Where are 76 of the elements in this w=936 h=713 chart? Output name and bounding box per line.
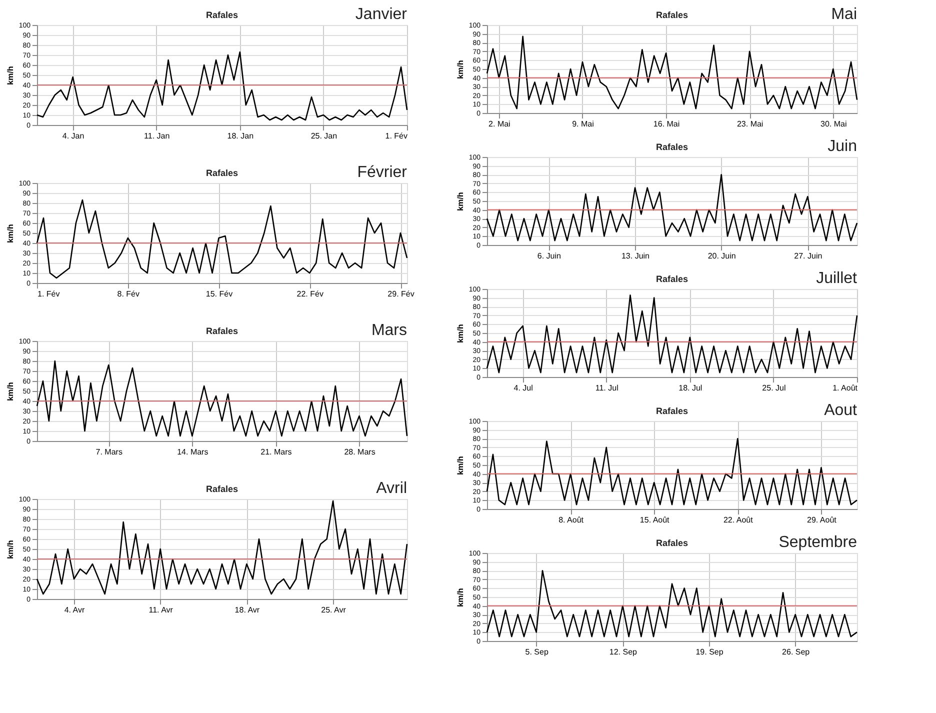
text: Juillet bbox=[816, 270, 858, 287]
x-tick-label: 28. Mars bbox=[344, 448, 376, 456]
x-tick-label: 1. Août bbox=[832, 384, 858, 392]
text: Mai bbox=[831, 6, 857, 23]
chart-title: Rafales bbox=[206, 484, 238, 494]
x-tick-label: 12. Sep bbox=[609, 648, 638, 656]
x-tick-label: 7. Mars bbox=[96, 448, 122, 456]
x-tick-label: 5. Sep bbox=[525, 648, 549, 656]
x-tick-label: 1. Fév bbox=[385, 132, 408, 140]
x-tick-label: 8. Fév bbox=[117, 290, 140, 298]
x-tick-label: 27. Juin bbox=[794, 252, 822, 260]
text: Juin bbox=[828, 138, 857, 155]
line-series bbox=[36, 360, 408, 437]
chart-title: Rafales bbox=[656, 538, 688, 548]
x-tick-label: 18. Jul bbox=[678, 384, 702, 392]
x-tick-label: 1. Fév bbox=[38, 290, 60, 298]
text: Septembre bbox=[778, 534, 858, 551]
y-axis-title: km/h bbox=[456, 456, 465, 475]
text: Mars bbox=[371, 322, 407, 339]
x-tick-label: 4. Jan bbox=[62, 132, 84, 140]
x-tick-label: 30. Mai bbox=[820, 120, 847, 128]
chart-title: Rafales bbox=[206, 10, 238, 20]
x-tick-label: 14. Mars bbox=[177, 448, 208, 456]
y-axis-title: km/h bbox=[456, 192, 465, 211]
x-tick-label: 18. Avr bbox=[234, 606, 260, 614]
line-series bbox=[486, 36, 858, 110]
x-tick-label: 18. Jan bbox=[227, 132, 254, 140]
chart-title: Rafales bbox=[206, 326, 238, 336]
line-series bbox=[486, 570, 858, 638]
line-series bbox=[486, 174, 858, 242]
y-axis-title: km/h bbox=[6, 540, 15, 559]
text: Février bbox=[357, 164, 408, 181]
chart-title: Rafales bbox=[206, 168, 238, 178]
x-tick-label: 8. Août bbox=[558, 516, 584, 524]
y-axis-title: km/h bbox=[456, 60, 465, 79]
x-tick-label: 11. Jul bbox=[595, 384, 619, 392]
text: Aout bbox=[824, 402, 858, 419]
y-axis-title: km/h bbox=[6, 66, 15, 85]
x-tick-label: 9. Mai bbox=[572, 120, 594, 128]
x-tick-label: 29. Fév bbox=[388, 290, 414, 298]
y-axis-title: km/h bbox=[456, 324, 465, 343]
text: Avril bbox=[376, 480, 407, 497]
line-series bbox=[486, 294, 858, 374]
line-series bbox=[36, 199, 408, 279]
x-tick-label: 22. Fév bbox=[296, 290, 324, 298]
x-tick-label: 25. Jul bbox=[762, 384, 786, 392]
x-tick-label: 15. Fév bbox=[206, 290, 233, 298]
line-series bbox=[486, 438, 858, 506]
y-axis-title: km/h bbox=[6, 224, 15, 243]
line-series bbox=[36, 51, 408, 121]
line-series bbox=[36, 500, 408, 595]
text: Janvier bbox=[355, 6, 408, 23]
x-tick-label: 2. Mai bbox=[488, 120, 511, 128]
x-tick-label: 29. Août bbox=[807, 516, 838, 524]
x-tick-label: 23. Mai bbox=[736, 120, 764, 128]
x-tick-label: 11. Avr bbox=[148, 606, 174, 614]
x-tick-label: 11. Jan bbox=[144, 132, 170, 140]
x-tick-label: 19. Sep bbox=[696, 648, 724, 656]
x-tick-label: 20. Juin bbox=[708, 252, 736, 260]
x-tick-label: 25. Jan bbox=[310, 132, 338, 140]
y-axis-title: km/h bbox=[456, 588, 465, 607]
x-tick-label: 15. Août bbox=[640, 516, 670, 524]
x-tick-label: 6. Juin bbox=[537, 252, 561, 260]
chart-title: Rafales bbox=[656, 142, 688, 152]
x-tick-label: 26. Sep bbox=[782, 648, 810, 656]
y-axis-title: km/h bbox=[6, 382, 15, 401]
chart-title: Rafales bbox=[656, 274, 688, 284]
x-tick-label: 4. Avr bbox=[64, 606, 85, 614]
x-tick-label: 4. Jul bbox=[514, 384, 534, 392]
x-tick-label: 21. Mars bbox=[260, 448, 292, 456]
x-tick-label: 13. Juin bbox=[621, 252, 650, 260]
chart-title: Rafales bbox=[656, 406, 688, 416]
x-tick-label: 22. Août bbox=[723, 516, 754, 524]
x-tick-label: 16. Mai bbox=[653, 120, 680, 128]
x-tick-label: 25. Avr bbox=[321, 606, 346, 614]
chart-title: Rafales bbox=[656, 10, 688, 20]
